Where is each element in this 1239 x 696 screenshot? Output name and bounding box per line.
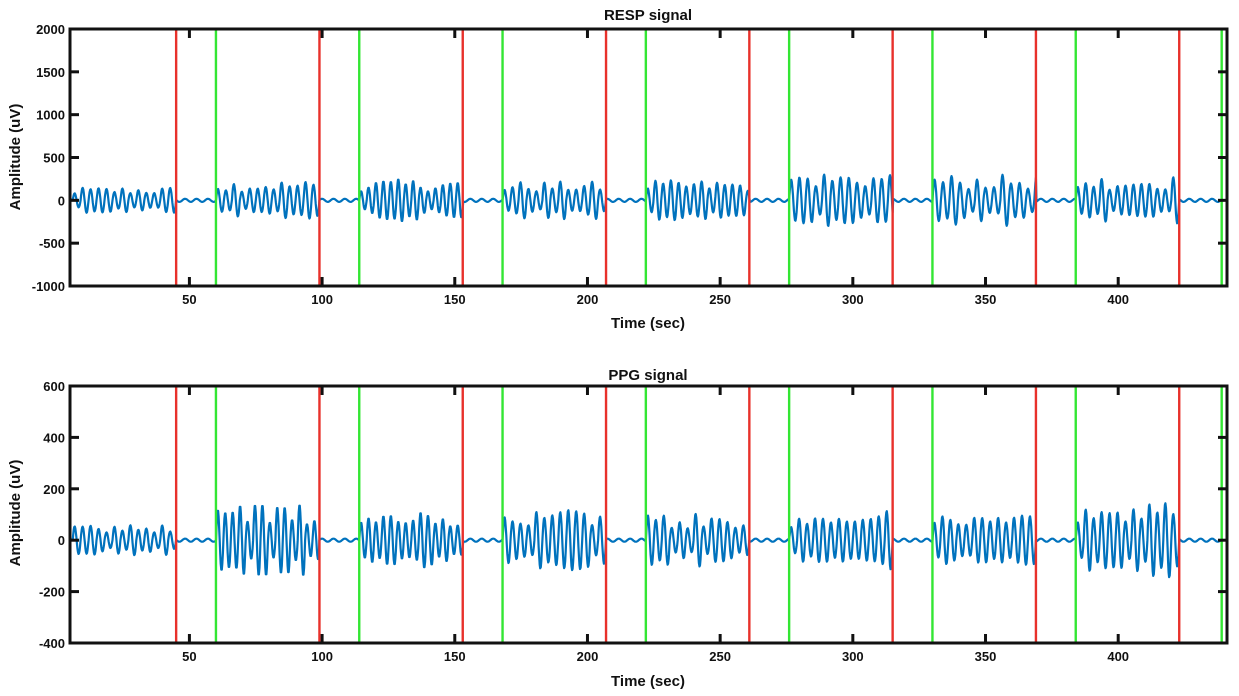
resp-x-tick-label: 400: [1107, 292, 1129, 307]
resp-y-axis-label: Amplitude (uV): [7, 104, 24, 211]
ppg-y-tick-label: 0: [58, 533, 65, 548]
ppg-x-tick-label: 250: [709, 649, 731, 664]
resp-x-tick-label: 200: [577, 292, 599, 307]
resp-signal-line: [71, 173, 1224, 227]
ppg-plot-border: [68, 384, 1229, 645]
ppg-chart-title: PPG signal: [608, 367, 687, 384]
ppg-y-tick-label: 600: [43, 379, 65, 394]
resp-x-tick-label: 100: [311, 292, 333, 307]
resp-x-tick-label: 150: [444, 292, 466, 307]
ppg-chart: PPG signal Amplitude (uV) Time (sec) 50 1…: [7, 367, 1229, 690]
resp-y-tick-label: 1500: [36, 65, 65, 80]
ppg-x-tick-label: 200: [577, 649, 599, 664]
ppg-y-tick-label: -200: [39, 585, 65, 600]
ppg-y-axis-label: Amplitude (uV): [7, 460, 24, 567]
resp-y-tick-label: 500: [43, 151, 65, 166]
ppg-y-tick-label: -400: [39, 636, 65, 651]
ppg-x-tick-label: 350: [975, 649, 997, 664]
resp-y-tick-label: 0: [58, 193, 65, 208]
resp-y-tick-label: -1000: [32, 279, 65, 294]
ppg-y-tick-label: 400: [43, 430, 65, 445]
resp-x-tick-label: 300: [842, 292, 864, 307]
ppg-x-tick-label: 400: [1107, 649, 1129, 664]
resp-chart: RESP signal Amplitude (uV) Time (sec) 50…: [7, 7, 1229, 332]
resp-x-tick-label: 50: [182, 292, 196, 307]
resp-x-tick-label: 250: [709, 292, 731, 307]
ppg-signal-line: [71, 502, 1224, 579]
ppg-x-tick-label: 100: [311, 649, 333, 664]
resp-plot-area: [68, 27, 1229, 288]
resp-y-tick-label: 2000: [36, 22, 65, 37]
resp-y-tick-label: -500: [39, 236, 65, 251]
ppg-x-axis-label: Time (sec): [611, 673, 685, 690]
ppg-x-tick-label: 50: [182, 649, 196, 664]
resp-x-tick-label: 350: [975, 292, 997, 307]
resp-chart-title: RESP signal: [604, 7, 692, 24]
ppg-y-tick-label: 200: [43, 482, 65, 497]
ppg-x-tick-label: 150: [444, 649, 466, 664]
resp-y-tick-label: 1000: [36, 108, 65, 123]
ppg-plot-area: [68, 384, 1229, 645]
resp-x-axis-label: Time (sec): [611, 315, 685, 332]
ppg-x-tick-label: 300: [842, 649, 864, 664]
